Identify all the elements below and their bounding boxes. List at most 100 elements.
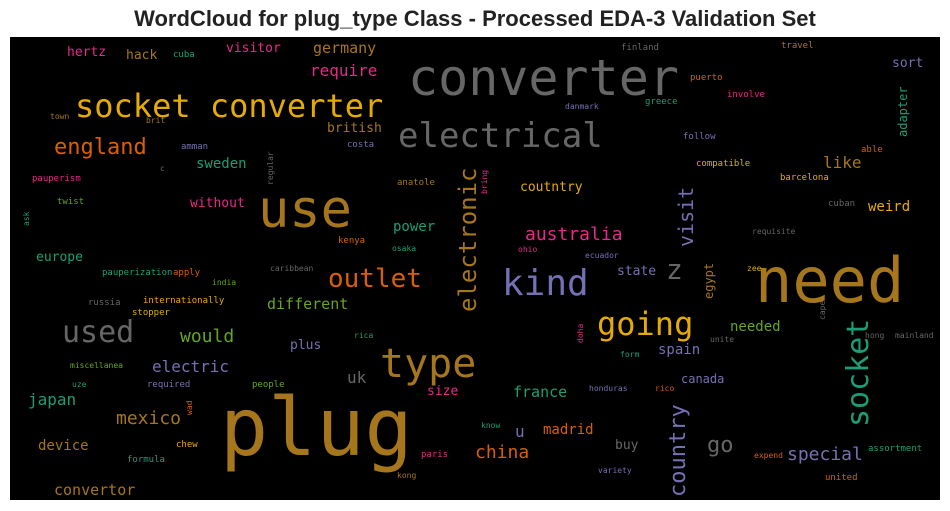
word-electrical: electrical (398, 116, 603, 156)
word-france: france (513, 383, 567, 401)
word-use: use (258, 180, 352, 240)
word-z: z (666, 253, 683, 286)
word-japan: japan (28, 390, 76, 409)
word-ecuador: ecuador (585, 251, 619, 260)
word-internationally: internationally (143, 296, 225, 306)
word-miscellanea: miscellanea (70, 361, 123, 370)
word-hack: hack (126, 48, 157, 63)
word-town: town (50, 112, 69, 121)
word-electronic: electronic (454, 168, 482, 313)
word-without: without (190, 196, 245, 211)
word-weird: weird (868, 199, 910, 215)
word-visit: visit (674, 187, 698, 247)
word-requisite: requisite (752, 227, 796, 236)
word-plug: plug (220, 381, 413, 474)
word-people: people (252, 380, 285, 390)
word-converter: converter (408, 49, 679, 107)
word-australia: australia (525, 224, 623, 245)
word-kong: kong (397, 471, 416, 480)
word-barcelona: barcelona (780, 173, 829, 183)
word-caribbean: caribbean (270, 264, 314, 273)
word-assortment: assortment (868, 444, 922, 454)
word-unite: unite (710, 335, 734, 344)
word-expend: expend (754, 451, 783, 460)
word-adapter: adapter (896, 86, 910, 137)
word-honduras: honduras (589, 384, 628, 393)
word-amman: amman (181, 142, 208, 152)
word-madrid: madrid (543, 422, 594, 438)
word-russia: russia (88, 298, 121, 308)
word-apply: apply (173, 268, 201, 278)
word-state: state (617, 264, 656, 279)
word-plus: plus (290, 338, 321, 353)
word-would: would (180, 326, 234, 347)
word-need: need (755, 244, 904, 317)
word-germany: germany (313, 39, 376, 57)
word-socket: socket (841, 319, 876, 427)
word-rico: rico (655, 384, 674, 393)
word-ohio: ohio (518, 245, 537, 254)
word-canada: canada (681, 372, 724, 386)
word-egypt: egypt (702, 263, 716, 299)
word-rica: rica (354, 331, 373, 340)
word-pauperization: pauperization (102, 268, 172, 278)
word-c: c (160, 164, 165, 173)
word-compatible: compatible (696, 159, 750, 169)
word-danmark: danmark (565, 102, 599, 111)
word-go: go (707, 433, 734, 458)
word-involve: involve (727, 90, 765, 100)
word-special: special (787, 444, 863, 465)
word-formula: formula (127, 455, 165, 465)
word-electric: electric (152, 357, 229, 376)
word-follow: follow (683, 132, 716, 142)
word-used: used (62, 315, 134, 350)
word-finland: finland (621, 43, 659, 53)
word-india: india (212, 278, 236, 287)
word-uze: uze (72, 380, 87, 389)
word-sweden: sweden (196, 156, 247, 172)
word-power: power (393, 219, 435, 235)
word-required: required (147, 380, 190, 390)
word-twist: twist (57, 197, 84, 207)
word-cuban: cuban (828, 199, 855, 209)
word-chew: chew (176, 440, 198, 450)
word-kenya: kenya (338, 236, 365, 246)
word-buy: buy (615, 438, 639, 453)
word-size: size (427, 384, 458, 399)
word-british: british (327, 121, 382, 136)
wordcloud-background (10, 37, 940, 500)
wordcloud-canvas: plug need converter use socket converter elec… (10, 37, 940, 500)
wordcloud-svg: plug need converter use socket converter elec… (10, 37, 940, 500)
word-outlet: outlet (328, 264, 422, 294)
word-convertor: convertor (54, 481, 135, 499)
word-ask: ask (22, 211, 31, 226)
word-uk: uk (347, 368, 367, 387)
word-regular: regular (266, 151, 275, 185)
word-greece: greece (645, 97, 678, 107)
word-able: able (861, 145, 883, 155)
word-sort: sort (892, 56, 923, 71)
word-cuba: cuba (173, 50, 195, 60)
word-mexico: mexico (116, 408, 181, 429)
word-needed: needed (730, 319, 781, 335)
word-united: united (825, 473, 858, 483)
word-know: know (481, 421, 500, 430)
word-stopper: stopper (132, 308, 171, 318)
word-bring: bring (480, 170, 489, 194)
word-hertz: hertz (67, 45, 106, 60)
word-europe: europe (36, 250, 83, 265)
word-cape: cape (818, 301, 827, 320)
word-kind: kind (502, 263, 589, 304)
word-type: type (380, 341, 476, 387)
word-mainland: mainland (895, 331, 934, 340)
word-spain: spain (658, 342, 700, 358)
chart-title: WordCloud for plug_type Class - Processe… (134, 6, 816, 31)
word-travel: travel (781, 41, 814, 51)
word-device: device (38, 438, 89, 454)
word-like: like (823, 153, 862, 172)
word-osaka: osaka (392, 244, 416, 253)
word-socket-converter: socket converter (75, 87, 383, 125)
word-u: u (515, 422, 525, 441)
word-wad: wad (185, 400, 194, 415)
word-pauperism: pauperism (32, 174, 81, 184)
